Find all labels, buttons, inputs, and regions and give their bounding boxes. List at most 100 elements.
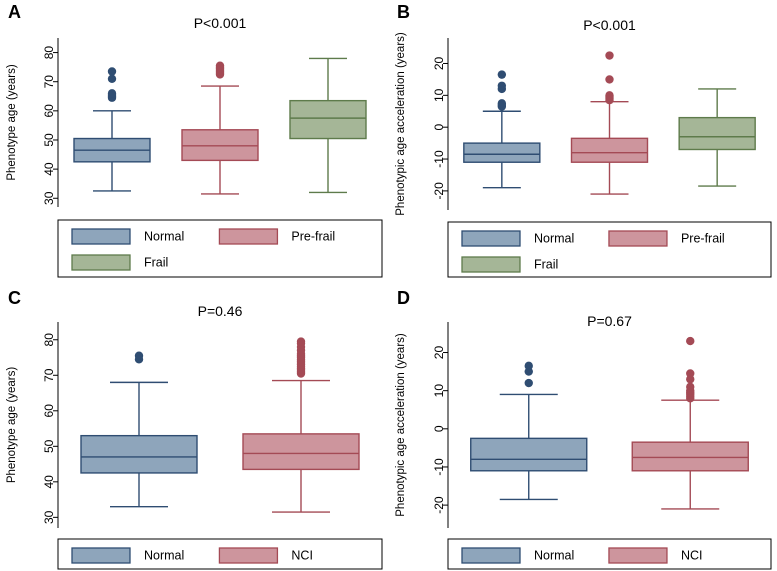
iqr-box bbox=[470, 437, 588, 472]
pc-y-tick-label: 60 bbox=[42, 404, 56, 418]
outlier-point bbox=[107, 89, 117, 98]
pa-legend-swatch-pre-frail bbox=[218, 228, 279, 245]
outlier-point bbox=[497, 81, 507, 90]
pb-legend-swatch-frail bbox=[461, 256, 521, 273]
outlier-point bbox=[497, 70, 507, 79]
chart-a: A 30 40 50 60 70 80 Phenotype age (years) P<0.00… bbox=[6, 2, 383, 278]
pc-legend-label-normal: Normal bbox=[144, 549, 184, 563]
pb-panel-letter: B bbox=[397, 2, 410, 22]
pc-y-axis-label: Phenotype age (years) bbox=[6, 367, 18, 484]
iqr-box bbox=[631, 441, 749, 472]
outlier-point bbox=[686, 369, 695, 378]
pc-y-tick-label: 30 bbox=[42, 510, 56, 524]
pc-legend-swatch-normal bbox=[71, 547, 131, 564]
pb-y-tick-label: 0 bbox=[432, 124, 446, 131]
outlier-point bbox=[134, 351, 144, 360]
pb-legend-swatch-pre-frail bbox=[608, 230, 668, 247]
pa-y-tick-label: 50 bbox=[42, 133, 56, 147]
pb-p-value: P<0.001 bbox=[583, 17, 636, 33]
pb-box-frail bbox=[678, 88, 756, 187]
pc-box-normal bbox=[80, 351, 198, 508]
iqr-box bbox=[181, 129, 259, 162]
pa-panel-letter: A bbox=[8, 2, 21, 22]
pd-y-tick-label: 20 bbox=[432, 346, 446, 360]
pd-legend-label-nci: NCI bbox=[681, 549, 703, 563]
pa-y-axis-label: Phenotype age (years) bbox=[6, 64, 18, 181]
outlier-point bbox=[107, 67, 117, 76]
panel-c: C 30 40 50 60 70 80 Phenotype age (years) P=0.46… bbox=[0, 286, 388, 571]
pb-y-tick-label: -20 bbox=[432, 182, 446, 200]
pb-y-tick-label: 20 bbox=[432, 56, 446, 70]
pa-box-pre-frail bbox=[181, 61, 259, 195]
pd-plot-area bbox=[448, 322, 771, 528]
outlier-point bbox=[605, 75, 614, 84]
pb-y-axis-label: Phenotypic age acceleration (years) bbox=[395, 32, 407, 216]
pd-panel-letter: D bbox=[397, 288, 410, 308]
pa-box-frail bbox=[289, 57, 367, 194]
pa-legend-label-pre-frail: Pre-frail bbox=[291, 230, 335, 244]
pd-box-nci bbox=[631, 336, 749, 510]
pa-box-normal bbox=[73, 67, 151, 192]
pa-legend-swatch-frail bbox=[71, 254, 131, 271]
pa-legend-label-normal: Normal bbox=[144, 230, 184, 244]
chart-c: C 30 40 50 60 70 80 Phenotype age (years) P=0.46… bbox=[6, 288, 383, 570]
pc-legend-swatch-nci bbox=[218, 547, 279, 564]
pa-y-tick-label: 80 bbox=[42, 46, 56, 60]
pc-y-tick-label: 40 bbox=[42, 475, 56, 489]
panel-d: D -20 -10 0 10 20 Phenotypic age acceleration … bbox=[389, 286, 777, 571]
pd-y-tick-label: -20 bbox=[432, 496, 446, 514]
outlier-point bbox=[497, 99, 507, 108]
outlier-point bbox=[605, 51, 614, 60]
chart-b: B -20 -10 0 10 20 Phenotypic age acceleration … bbox=[395, 2, 772, 278]
pb-y-tick-label: 10 bbox=[432, 88, 446, 102]
pd-y-tick-label: -10 bbox=[432, 458, 446, 476]
pb-legend-label-frail: Frail bbox=[534, 258, 558, 272]
pb-legend-label-normal: Normal bbox=[534, 232, 574, 246]
pb-box-pre-frail bbox=[570, 51, 649, 195]
chart-d: D -20 -10 0 10 20 Phenotypic age acceleration … bbox=[395, 288, 772, 570]
pd-y-tick-label: 10 bbox=[432, 384, 446, 398]
pa-legend-swatch-normal bbox=[71, 228, 131, 245]
pc-y-tick-label: 70 bbox=[42, 368, 56, 382]
pd-box-normal bbox=[470, 361, 588, 501]
iqr-box bbox=[80, 434, 198, 474]
pc-box-nci bbox=[242, 337, 360, 513]
pa-p-value: P<0.001 bbox=[194, 15, 247, 31]
outlier-point bbox=[107, 74, 117, 83]
outlier-point bbox=[686, 336, 695, 346]
panel-b: B -20 -10 0 10 20 Phenotypic age acceleration … bbox=[389, 0, 777, 285]
iqr-box bbox=[463, 142, 541, 163]
pb-legend-label-pre-frail: Pre-frail bbox=[681, 232, 725, 246]
iqr-box bbox=[242, 433, 360, 471]
pa-y-tick-label: 70 bbox=[42, 75, 56, 89]
pc-plot-area bbox=[58, 322, 382, 528]
pd-legend-swatch-nci bbox=[608, 547, 668, 564]
pb-legend-swatch-normal bbox=[461, 230, 521, 247]
pd-p-value: P=0.67 bbox=[587, 313, 632, 329]
pd-y-axis-label: Phenotypic age acceleration (years) bbox=[395, 333, 407, 517]
pa-y-tick-label: 30 bbox=[42, 191, 56, 205]
outlier-point bbox=[215, 61, 225, 70]
pd-legend-swatch-normal bbox=[461, 547, 521, 564]
pb-y-tick-label: -10 bbox=[432, 150, 446, 168]
outlier-point bbox=[524, 361, 533, 371]
pc-legend-label-nci: NCI bbox=[291, 549, 313, 563]
pd-legend-label-normal: Normal bbox=[534, 549, 574, 563]
pa-y-tick-label: 40 bbox=[42, 162, 56, 176]
pa-y-tick-label: 60 bbox=[42, 104, 56, 118]
pc-p-value: P=0.46 bbox=[198, 303, 243, 319]
panel-a: A 30 40 50 60 70 80 Phenotype age (years) P<0.00… bbox=[0, 0, 388, 285]
outlier-point bbox=[524, 378, 533, 388]
pc-y-tick-label: 50 bbox=[42, 439, 56, 453]
pb-box-normal bbox=[463, 70, 541, 189]
iqr-box bbox=[289, 99, 367, 140]
pc-y-tick-label: 80 bbox=[42, 333, 56, 347]
outlier-point bbox=[686, 382, 695, 392]
pa-legend-label-frail: Frail bbox=[144, 256, 168, 270]
iqr-box bbox=[678, 116, 756, 151]
pc-panel-letter: C bbox=[8, 288, 21, 308]
outlier-point bbox=[605, 91, 614, 100]
iqr-box bbox=[570, 137, 649, 163]
outlier-point bbox=[296, 337, 306, 346]
pd-y-tick-label: 0 bbox=[432, 425, 446, 432]
